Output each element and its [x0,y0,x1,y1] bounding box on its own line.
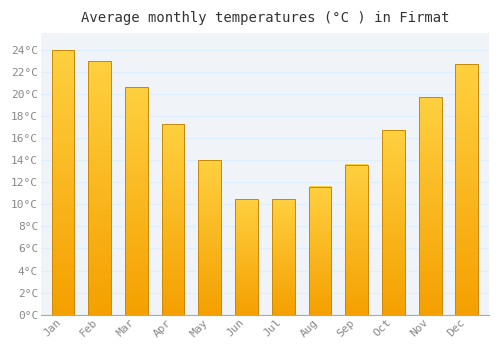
Bar [235,199,258,315]
Bar [382,130,405,315]
Bar [125,87,148,315]
Bar [88,61,111,315]
Bar [162,124,184,315]
Bar [308,187,332,315]
Bar [235,199,258,315]
Bar [419,97,442,315]
Bar [382,130,405,315]
Bar [456,64,478,315]
Bar [272,199,294,315]
Bar [198,160,221,315]
Bar [346,164,368,315]
Bar [52,50,74,315]
Bar [125,87,148,315]
Bar [419,97,442,315]
Bar [198,160,221,315]
Bar [346,164,368,315]
Bar [272,199,294,315]
Bar [162,124,184,315]
Bar [88,61,111,315]
Bar [52,50,74,315]
Bar [456,64,478,315]
Bar [308,187,332,315]
Title: Average monthly temperatures (°C ) in Firmat: Average monthly temperatures (°C ) in Fi… [80,11,449,25]
